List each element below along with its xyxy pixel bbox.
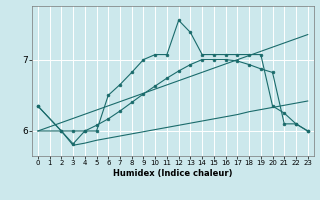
X-axis label: Humidex (Indice chaleur): Humidex (Indice chaleur) [113,169,233,178]
